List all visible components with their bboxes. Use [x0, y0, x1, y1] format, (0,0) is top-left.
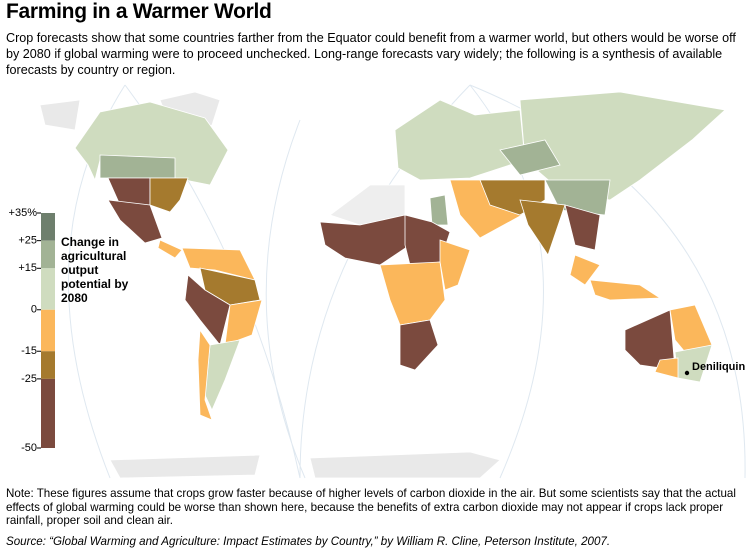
location-label: Deniliquin: [692, 361, 745, 373]
legend-title: Change in agricultural output potential …: [61, 235, 129, 305]
title: Farming in a Warmer World: [6, 0, 272, 23]
legend-band: [41, 240, 55, 269]
legend-tick-label: -50: [21, 442, 37, 454]
legend-tick-label: +35%: [9, 207, 38, 219]
legend-band: [41, 213, 55, 241]
legend-band: [41, 309, 55, 352]
land: [39, 91, 726, 479]
legend-band: [41, 268, 55, 310]
legend-band: [41, 351, 55, 379]
source: Source: “Global Warming and Agriculture:…: [6, 535, 611, 548]
legend-band: [41, 378, 55, 448]
legend-tick-label: 0: [31, 304, 37, 316]
note: Note: These figures assume that crops gr…: [6, 487, 736, 527]
legend: +35% +25 +15 0 -15 -25 -50: [9, 207, 55, 454]
legend-tick-label: -15: [21, 345, 37, 357]
intro: Crop forecasts show that some countries …: [6, 31, 736, 77]
location-dot: [684, 370, 690, 376]
legend-tick-label: +15: [18, 262, 37, 274]
legend-tick-label: +25: [18, 235, 37, 247]
legend-tick-label: -25: [21, 373, 37, 385]
